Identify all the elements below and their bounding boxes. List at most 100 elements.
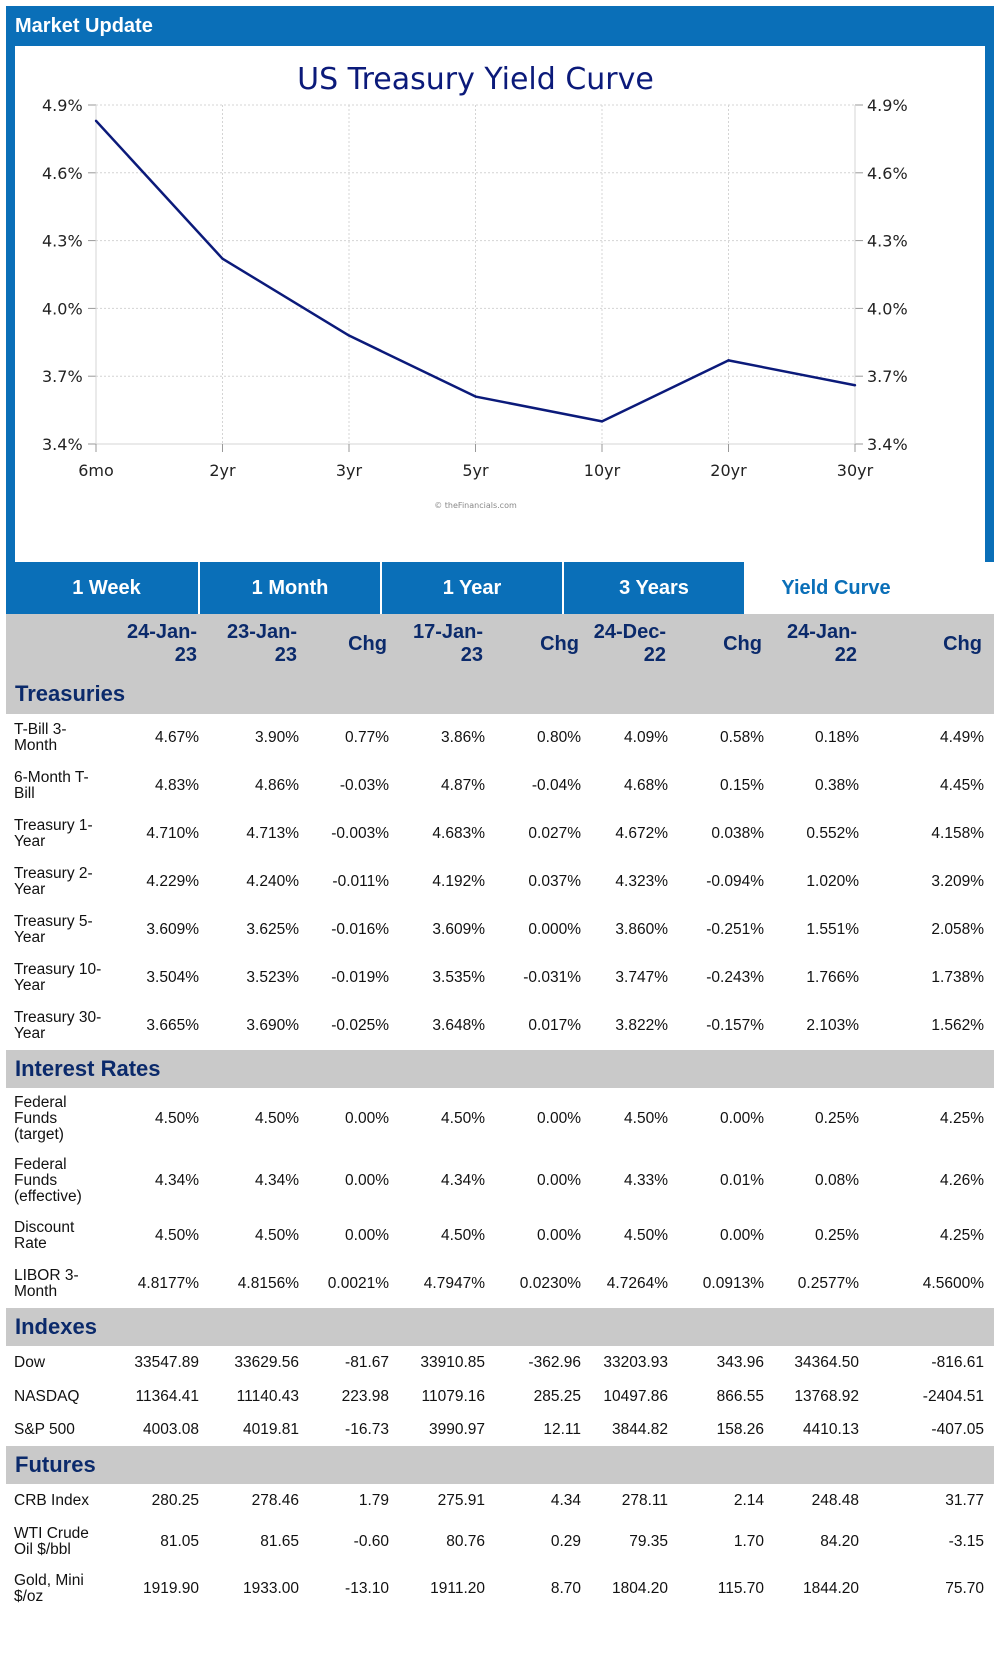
column-header-label xyxy=(6,614,106,674)
value-cell: 275.91 xyxy=(399,1484,495,1518)
tab-yield-curve[interactable]: Yield Curve xyxy=(744,562,926,614)
table-row: LIBOR 3-Month 4.8177% 4.8156% 0.0021% 4.7947… xyxy=(6,1260,994,1308)
value-cell: 3.523% xyxy=(209,954,309,1002)
value-cell: 13768.92 xyxy=(774,1380,869,1414)
value-cell: 280.25 xyxy=(106,1484,209,1518)
value-cell: 10497.86 xyxy=(591,1380,678,1414)
tab-1-week[interactable]: 1 Week xyxy=(15,562,198,614)
table-row: Federal Funds (target) 4.50% 4.50% 0.00% 4.5… xyxy=(6,1088,994,1150)
value-cell: 4019.81 xyxy=(209,1414,309,1446)
y-tick-label-right: 3.4% xyxy=(867,435,908,454)
change-cell: 31.77 xyxy=(869,1484,994,1518)
row-label: Gold, Mini $/oz xyxy=(6,1565,106,1612)
table-row: Treasury 5-Year 3.609% 3.625% -0.016% 3.609%… xyxy=(6,906,994,954)
table-row: WTI Crude Oil $/bbl 81.05 81.65 -0.60 80.76 0… xyxy=(6,1518,994,1565)
value-cell: 1911.20 xyxy=(399,1565,495,1612)
change-cell: 4.25% xyxy=(869,1088,994,1150)
value-cell: 2.103% xyxy=(774,1002,869,1050)
change-cell: 0.00% xyxy=(495,1150,591,1212)
row-label: Treasury 1-Year xyxy=(6,810,106,858)
change-cell: -13.10 xyxy=(309,1565,399,1612)
change-cell: -2404.51 xyxy=(869,1380,994,1414)
change-cell: 4.45% xyxy=(869,762,994,810)
value-cell: 1.766% xyxy=(774,954,869,1002)
change-cell: 158.26 xyxy=(678,1414,774,1446)
y-tick-label-right: 4.9% xyxy=(867,96,908,115)
value-cell: 3.625% xyxy=(209,906,309,954)
value-cell: 3.90% xyxy=(209,714,309,762)
value-cell: 1.020% xyxy=(774,858,869,906)
tab-1-year[interactable]: 1 Year xyxy=(380,562,562,614)
change-cell: 2.058% xyxy=(869,906,994,954)
table-row: 6-Month T-Bill 4.83% 4.86% -0.03% 4.87% -0.04… xyxy=(6,762,994,810)
change-cell: -0.03% xyxy=(309,762,399,810)
y-tick-label-left: 4.6% xyxy=(42,164,83,183)
column-header-date: 17-Jan-23 xyxy=(399,614,495,674)
change-cell: 2.14 xyxy=(678,1484,774,1518)
change-cell: 8.70 xyxy=(495,1565,591,1612)
value-cell: 248.48 xyxy=(774,1484,869,1518)
value-cell: 3.822% xyxy=(591,1002,678,1050)
value-cell: 4.710% xyxy=(106,810,209,858)
change-cell: 0.00% xyxy=(678,1212,774,1260)
value-cell: 0.25% xyxy=(774,1088,869,1150)
column-header-date: 24-Jan-23 xyxy=(106,614,209,674)
change-cell: -362.96 xyxy=(495,1346,591,1380)
change-cell: 0.038% xyxy=(678,810,774,858)
change-cell: -0.60 xyxy=(309,1518,399,1565)
change-cell: 0.00% xyxy=(678,1088,774,1150)
time-range-tabs: 1 Week 1 Month 1 Year 3 Years Yield Curv… xyxy=(6,562,994,614)
value-cell: 33629.56 xyxy=(209,1346,309,1380)
value-cell: 33547.89 xyxy=(106,1346,209,1380)
table-row: Discount Rate 4.50% 4.50% 0.00% 4.50% 0.00% 4.… xyxy=(6,1212,994,1260)
table-row: Treasury 1-Year 4.710% 4.713% -0.003% 4.683%… xyxy=(6,810,994,858)
value-cell: 79.35 xyxy=(591,1518,678,1565)
change-cell: -0.025% xyxy=(309,1002,399,1050)
y-tick-label-left: 4.0% xyxy=(42,299,83,318)
row-label: LIBOR 3-Month xyxy=(6,1260,106,1308)
yield-point xyxy=(94,119,98,123)
change-cell: -0.016% xyxy=(309,906,399,954)
row-label: 6-Month T-Bill xyxy=(6,762,106,810)
yield-point xyxy=(600,420,604,423)
value-cell: 4.50% xyxy=(106,1088,209,1150)
row-label: Federal Funds (effective) xyxy=(6,1150,106,1212)
x-tick-label: 6mo xyxy=(78,461,114,480)
value-cell: 1933.00 xyxy=(209,1565,309,1612)
change-cell: 1.562% xyxy=(869,1002,994,1050)
tab-1-month[interactable]: 1 Month xyxy=(198,562,380,614)
value-cell: 3.665% xyxy=(106,1002,209,1050)
value-cell: 4.50% xyxy=(209,1212,309,1260)
yield-point xyxy=(727,359,730,362)
y-tick-label-right: 4.3% xyxy=(867,232,908,251)
change-cell: 0.29 xyxy=(495,1518,591,1565)
value-cell: 81.65 xyxy=(209,1518,309,1565)
yield-point xyxy=(347,334,351,337)
change-cell: 0.01% xyxy=(678,1150,774,1212)
value-cell: 4.34% xyxy=(399,1150,495,1212)
tab-3-years[interactable]: 3 Years xyxy=(562,562,744,614)
value-cell: 4.34% xyxy=(106,1150,209,1212)
value-cell: 0.552% xyxy=(774,810,869,858)
section-title: Indexes xyxy=(6,1308,994,1346)
change-cell: -0.243% xyxy=(678,954,774,1002)
change-cell: 1.738% xyxy=(869,954,994,1002)
value-cell: 1919.90 xyxy=(106,1565,209,1612)
value-cell: 4.713% xyxy=(209,810,309,858)
table-row: Treasury 30-Year 3.665% 3.690% -0.025% 3.648… xyxy=(6,1002,994,1050)
table-row: Dow 33547.89 33629.56 -81.67 33910.85 -362.96… xyxy=(6,1346,994,1380)
row-label: WTI Crude Oil $/bbl xyxy=(6,1518,106,1565)
change-cell: -81.67 xyxy=(309,1346,399,1380)
row-label: Treasury 30-Year xyxy=(6,1002,106,1050)
change-cell: 0.15% xyxy=(678,762,774,810)
x-tick-label: 5yr xyxy=(462,461,489,480)
yield-point xyxy=(221,257,224,260)
change-cell: 223.98 xyxy=(309,1380,399,1414)
change-cell: 4.26% xyxy=(869,1150,994,1212)
chart-watermark: © theFinancials.com xyxy=(434,501,517,510)
change-cell: -0.003% xyxy=(309,810,399,858)
value-cell: 1.551% xyxy=(774,906,869,954)
value-cell: 4.229% xyxy=(106,858,209,906)
table-body: Treasuries T-Bill 3-Month 4.67% 3.90% 0.77% 3… xyxy=(6,674,994,1612)
row-label: Discount Rate xyxy=(6,1212,106,1260)
